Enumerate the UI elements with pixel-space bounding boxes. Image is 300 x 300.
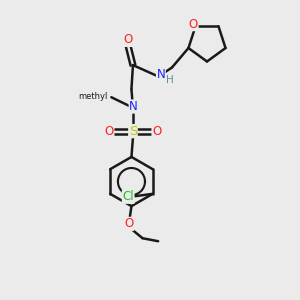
Text: Cl: Cl — [122, 190, 134, 203]
Text: O: O — [123, 33, 132, 46]
Text: N: N — [157, 68, 165, 81]
Text: N: N — [129, 100, 138, 113]
Text: methyl: methyl — [78, 92, 108, 101]
Text: H: H — [166, 75, 174, 85]
Text: S: S — [129, 124, 137, 138]
Text: O: O — [152, 124, 161, 138]
Text: O: O — [189, 18, 198, 31]
Text: O: O — [105, 124, 114, 138]
Text: O: O — [124, 217, 134, 230]
